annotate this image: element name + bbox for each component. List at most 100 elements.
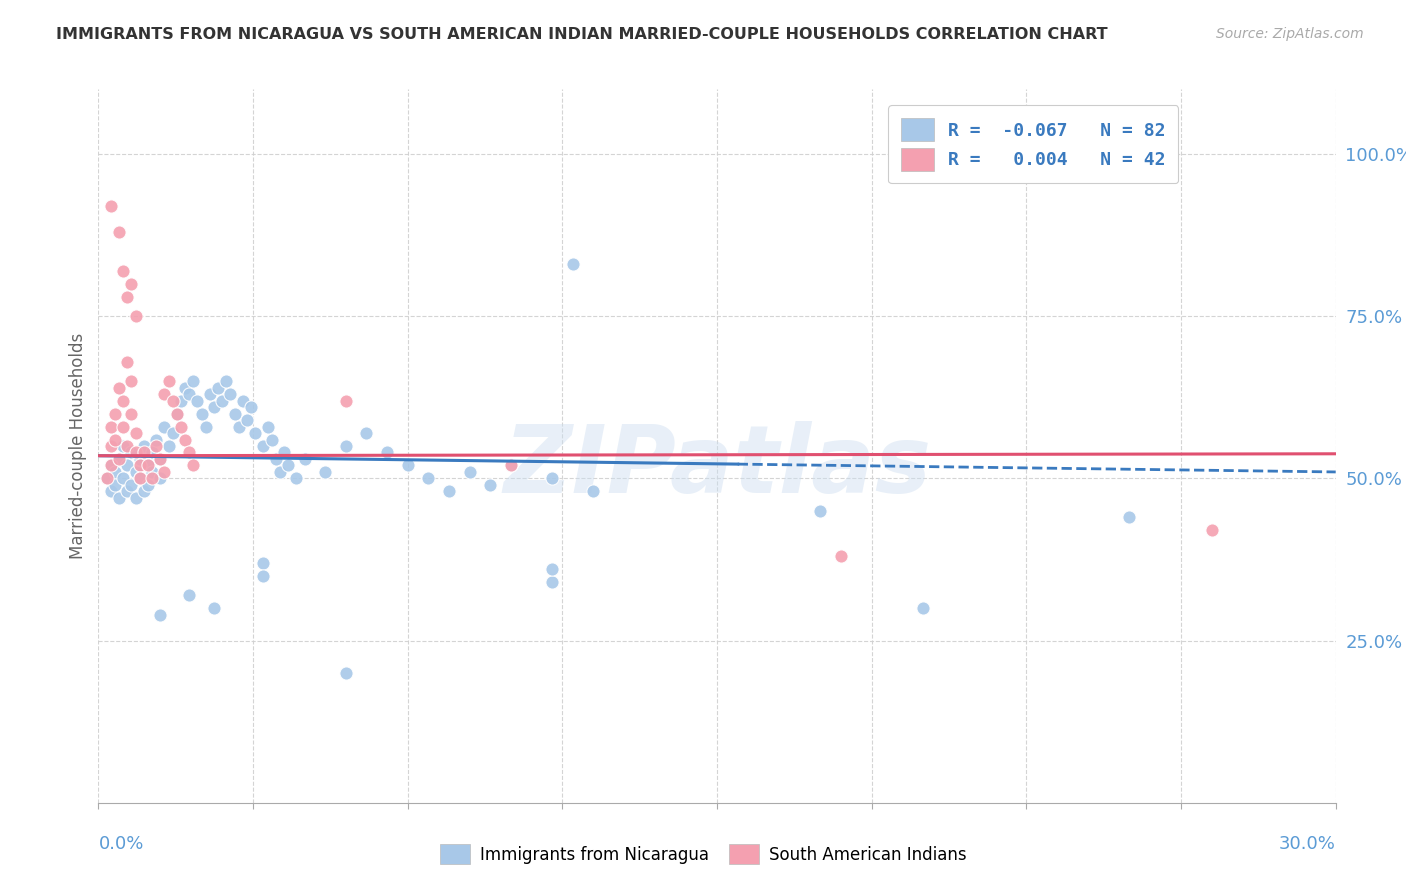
Point	[112, 439, 135, 453]
Point	[830, 549, 852, 564]
Point	[166, 407, 188, 421]
Point	[912, 601, 935, 615]
Point	[194, 419, 217, 434]
Point	[120, 407, 142, 421]
Point	[157, 439, 180, 453]
Point	[96, 471, 118, 485]
Point	[108, 452, 131, 467]
Point	[100, 419, 122, 434]
Point	[202, 601, 225, 615]
Point	[141, 471, 163, 485]
Point	[141, 445, 163, 459]
Point	[179, 445, 201, 459]
Point	[132, 484, 155, 499]
Point	[561, 257, 583, 271]
Point	[211, 393, 233, 408]
Point	[174, 381, 197, 395]
Point	[174, 433, 197, 447]
Point	[252, 556, 274, 570]
Point	[149, 452, 172, 467]
Point	[252, 568, 274, 582]
Point	[124, 465, 146, 479]
Point	[541, 575, 564, 590]
Point	[232, 393, 254, 408]
Point	[186, 393, 208, 408]
Point	[149, 471, 172, 485]
Point	[166, 407, 188, 421]
Point	[145, 433, 167, 447]
Point	[100, 199, 122, 213]
Point	[108, 225, 131, 239]
Point	[273, 445, 295, 459]
Point	[1118, 510, 1140, 524]
Point	[264, 452, 287, 467]
Legend: Immigrants from Nicaragua, South American Indians: Immigrants from Nicaragua, South America…	[433, 838, 973, 871]
Point	[136, 458, 159, 473]
Point	[215, 374, 238, 388]
Point	[207, 381, 229, 395]
Point	[269, 465, 291, 479]
Point	[202, 400, 225, 414]
Point	[1201, 524, 1223, 538]
Point	[314, 465, 336, 479]
Point	[335, 393, 357, 408]
Point	[132, 439, 155, 453]
Point	[418, 471, 440, 485]
Point	[124, 491, 146, 505]
Point	[108, 381, 131, 395]
Point	[240, 400, 263, 414]
Point	[132, 445, 155, 459]
Point	[198, 387, 221, 401]
Point	[112, 393, 135, 408]
Text: Source: ZipAtlas.com: Source: ZipAtlas.com	[1216, 27, 1364, 41]
Point	[260, 433, 283, 447]
Y-axis label: Married-couple Households: Married-couple Households	[69, 333, 87, 559]
Point	[96, 471, 118, 485]
Point	[479, 478, 502, 492]
Point	[120, 374, 142, 388]
Point	[190, 407, 212, 421]
Point	[219, 387, 242, 401]
Point	[112, 419, 135, 434]
Point	[120, 445, 142, 459]
Point	[582, 484, 605, 499]
Point	[375, 445, 398, 459]
Point	[141, 465, 163, 479]
Point	[117, 458, 139, 473]
Point	[149, 607, 172, 622]
Point	[236, 413, 259, 427]
Point	[145, 439, 167, 453]
Point	[112, 264, 135, 278]
Point	[104, 465, 127, 479]
Legend: R =  -0.067   N = 82, R =   0.004   N = 42: R = -0.067 N = 82, R = 0.004 N = 42	[889, 105, 1178, 184]
Point	[117, 354, 139, 368]
Point	[112, 471, 135, 485]
Text: 0.0%: 0.0%	[98, 835, 143, 853]
Point	[120, 478, 142, 492]
Point	[285, 471, 308, 485]
Point	[128, 471, 150, 485]
Point	[252, 439, 274, 453]
Point	[224, 407, 246, 421]
Point	[128, 458, 150, 473]
Point	[335, 666, 357, 681]
Point	[356, 425, 378, 440]
Point	[256, 419, 278, 434]
Point	[170, 393, 193, 408]
Text: ZIPatlas: ZIPatlas	[503, 421, 931, 514]
Point	[124, 445, 146, 459]
Point	[149, 452, 172, 467]
Point	[277, 458, 299, 473]
Point	[396, 458, 419, 473]
Point	[128, 471, 150, 485]
Point	[541, 562, 564, 576]
Point	[294, 452, 316, 467]
Point	[157, 374, 180, 388]
Point	[181, 374, 204, 388]
Point	[458, 465, 481, 479]
Point	[153, 465, 176, 479]
Point	[100, 439, 122, 453]
Point	[100, 458, 122, 473]
Point	[243, 425, 266, 440]
Point	[108, 491, 131, 505]
